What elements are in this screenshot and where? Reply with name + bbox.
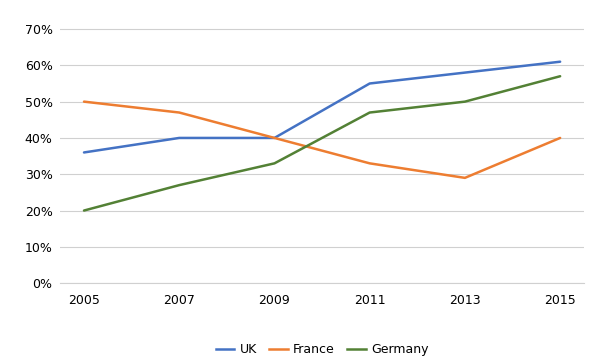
- Germany: [556, 74, 563, 78]
- Germany: [271, 161, 278, 166]
- UK: [176, 136, 183, 140]
- Germany: [81, 208, 88, 213]
- Line: UK: UK: [84, 62, 560, 152]
- Line: Germany: Germany: [84, 76, 560, 211]
- Germany: [176, 183, 183, 187]
- Legend: UK, France, Germany: UK, France, Germany: [211, 338, 433, 362]
- UK: [461, 70, 468, 75]
- UK: [81, 150, 88, 155]
- Germany: [461, 99, 468, 104]
- Line: France: France: [84, 102, 560, 178]
- France: [81, 99, 88, 104]
- France: [461, 176, 468, 180]
- France: [271, 136, 278, 140]
- UK: [556, 60, 563, 64]
- France: [366, 161, 373, 166]
- France: [556, 136, 563, 140]
- Germany: [366, 110, 373, 115]
- France: [176, 110, 183, 115]
- UK: [366, 81, 373, 86]
- UK: [271, 136, 278, 140]
